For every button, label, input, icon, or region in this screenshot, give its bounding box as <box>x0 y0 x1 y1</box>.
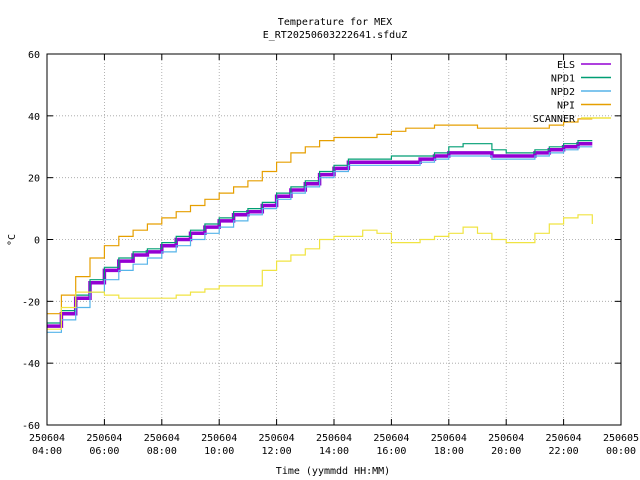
legend-label-npd2: NPD2 <box>551 87 575 98</box>
x-tick-label-time: 20:00 <box>491 446 521 457</box>
x-tick-label-date: 250604 <box>259 433 295 444</box>
grid <box>47 54 621 425</box>
y-tick-label: 60 <box>28 50 40 61</box>
x-tick-label-date: 250605 <box>603 433 639 444</box>
x-tick-label-time: 22:00 <box>549 446 579 457</box>
x-tick-label-date: 250604 <box>201 433 237 444</box>
y-tick-label: -40 <box>22 359 40 370</box>
x-tick-label-time: 18:00 <box>434 446 464 457</box>
x-tick-label-date: 250604 <box>29 433 65 444</box>
x-tick-label-date: 250604 <box>316 433 352 444</box>
x-tick-label-date: 250604 <box>144 433 180 444</box>
series-line-npd1 <box>47 140 593 324</box>
x-tick-label-date: 250604 <box>488 433 524 444</box>
y-tick-label: 20 <box>28 174 40 185</box>
legend-label-npd1: NPD1 <box>551 74 575 85</box>
x-tick-label-time: 14:00 <box>319 446 349 457</box>
x-tick-label-date: 250604 <box>86 433 122 444</box>
x-tick-label-date: 250604 <box>431 433 467 444</box>
y-tick-label: 0 <box>34 236 40 247</box>
series-line-npi <box>47 118 593 315</box>
x-tick-label-time: 00:00 <box>606 446 636 457</box>
y-tick-label: 40 <box>28 112 40 123</box>
x-tick-label-date: 250604 <box>546 433 582 444</box>
axes: 6040200-20-40-6025060404:0025060406:0025… <box>22 50 639 457</box>
legend-label-npi: NPI <box>557 101 575 112</box>
x-axis-label: Time (yymmdd HH:MM) <box>276 466 390 477</box>
x-tick-label-time: 16:00 <box>376 446 406 457</box>
x-tick-label-time: 08:00 <box>147 446 177 457</box>
x-tick-label-date: 250604 <box>373 433 409 444</box>
y-axis-label: °C <box>7 234 18 246</box>
legend: ELS NPD1 NPD2 NPI SCANNER <box>533 60 611 125</box>
x-tick-label-time: 04:00 <box>32 446 62 457</box>
x-tick-label-time: 12:00 <box>262 446 292 457</box>
x-tick-label-time: 06:00 <box>89 446 119 457</box>
chart-subtitle: E_RT20250603222641.sfduZ <box>263 30 408 41</box>
legend-label-scanner: SCANNER <box>533 114 576 125</box>
legend-label-els: ELS <box>557 60 575 71</box>
plot-frame <box>46 53 622 426</box>
chart-title: Temperature for MEX <box>278 17 392 28</box>
series-line-npd2 <box>47 146 593 333</box>
x-tick-label-time: 10:00 <box>204 446 234 457</box>
y-tick-label: -20 <box>22 297 40 308</box>
series-lines <box>47 118 593 333</box>
series-line-scanner <box>47 214 593 330</box>
y-tick-label: -60 <box>22 421 40 432</box>
